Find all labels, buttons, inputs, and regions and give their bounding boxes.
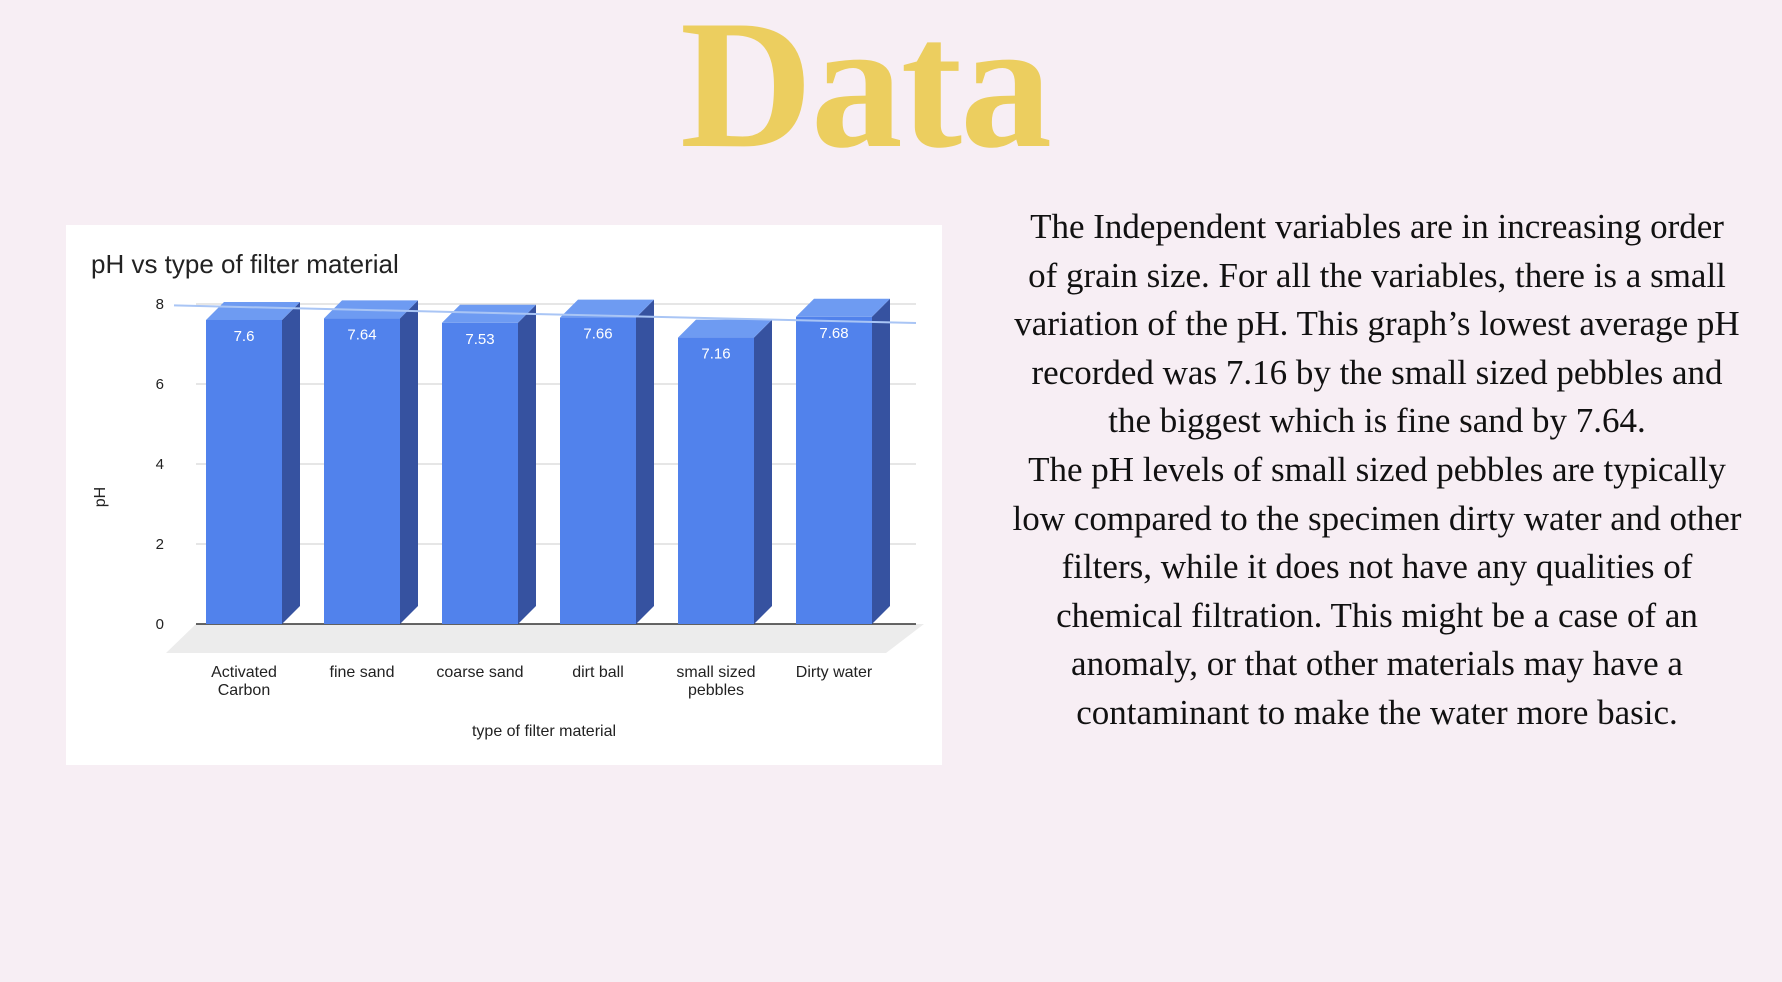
x-axis-label: type of filter material <box>472 723 616 740</box>
bar-side <box>754 319 772 624</box>
chart-floor <box>166 624 924 653</box>
bar <box>442 322 518 624</box>
trendline <box>173 304 917 324</box>
x-tick-label: coarse sand <box>436 664 523 681</box>
bar <box>324 318 400 624</box>
y-tick-label: 4 <box>156 456 164 473</box>
bar <box>560 317 636 624</box>
x-tick-label: dirt ball <box>572 664 624 681</box>
ph-bar-chart: pH vs type of filter material 0 2 4 6 8 7.6 7… <box>91 249 924 740</box>
data-label: 7.6 <box>234 328 255 345</box>
data-label: 7.68 <box>819 325 848 342</box>
y-tick-label: 0 <box>156 616 164 633</box>
chart-card: pH vs type of filter material 0 2 4 6 8 7.6 7… <box>66 225 942 765</box>
slide-title: Data <box>679 0 1052 186</box>
description-paragraph: The Independent variables are in increas… <box>1014 207 1740 441</box>
bar-side <box>282 302 300 624</box>
data-label: 7.53 <box>465 331 494 348</box>
data-label: 7.66 <box>583 326 612 343</box>
bar <box>678 337 754 624</box>
data-label: 7.64 <box>347 326 376 343</box>
x-tick-label: pebbles <box>688 682 744 699</box>
y-tick-label: 2 <box>156 536 164 553</box>
bar-side <box>636 299 654 624</box>
bar-top <box>678 319 772 338</box>
x-tick-label: small sized <box>676 664 755 681</box>
y-tick-label: 8 <box>156 296 164 313</box>
bar-side <box>400 300 418 624</box>
x-tick-label: fine sand <box>330 664 395 681</box>
bar-side <box>872 298 890 624</box>
bar <box>206 320 282 624</box>
description-text: The Independent variables are in increas… <box>1012 203 1742 738</box>
data-label: 7.16 <box>701 346 730 363</box>
bar <box>796 316 872 624</box>
y-axis-label: pH <box>92 487 109 507</box>
description-paragraph: The pH levels of small sized pebbles are… <box>1012 449 1742 732</box>
y-tick-label: 6 <box>156 376 164 393</box>
x-tick-label: Activated <box>211 664 277 681</box>
bar-top <box>560 299 654 318</box>
bar-top <box>796 298 890 317</box>
bar-side <box>518 304 536 624</box>
x-tick-label: Carbon <box>218 682 270 699</box>
x-tick-label: Dirty water <box>796 664 873 681</box>
chart-title: pH vs type of filter material <box>91 249 399 279</box>
